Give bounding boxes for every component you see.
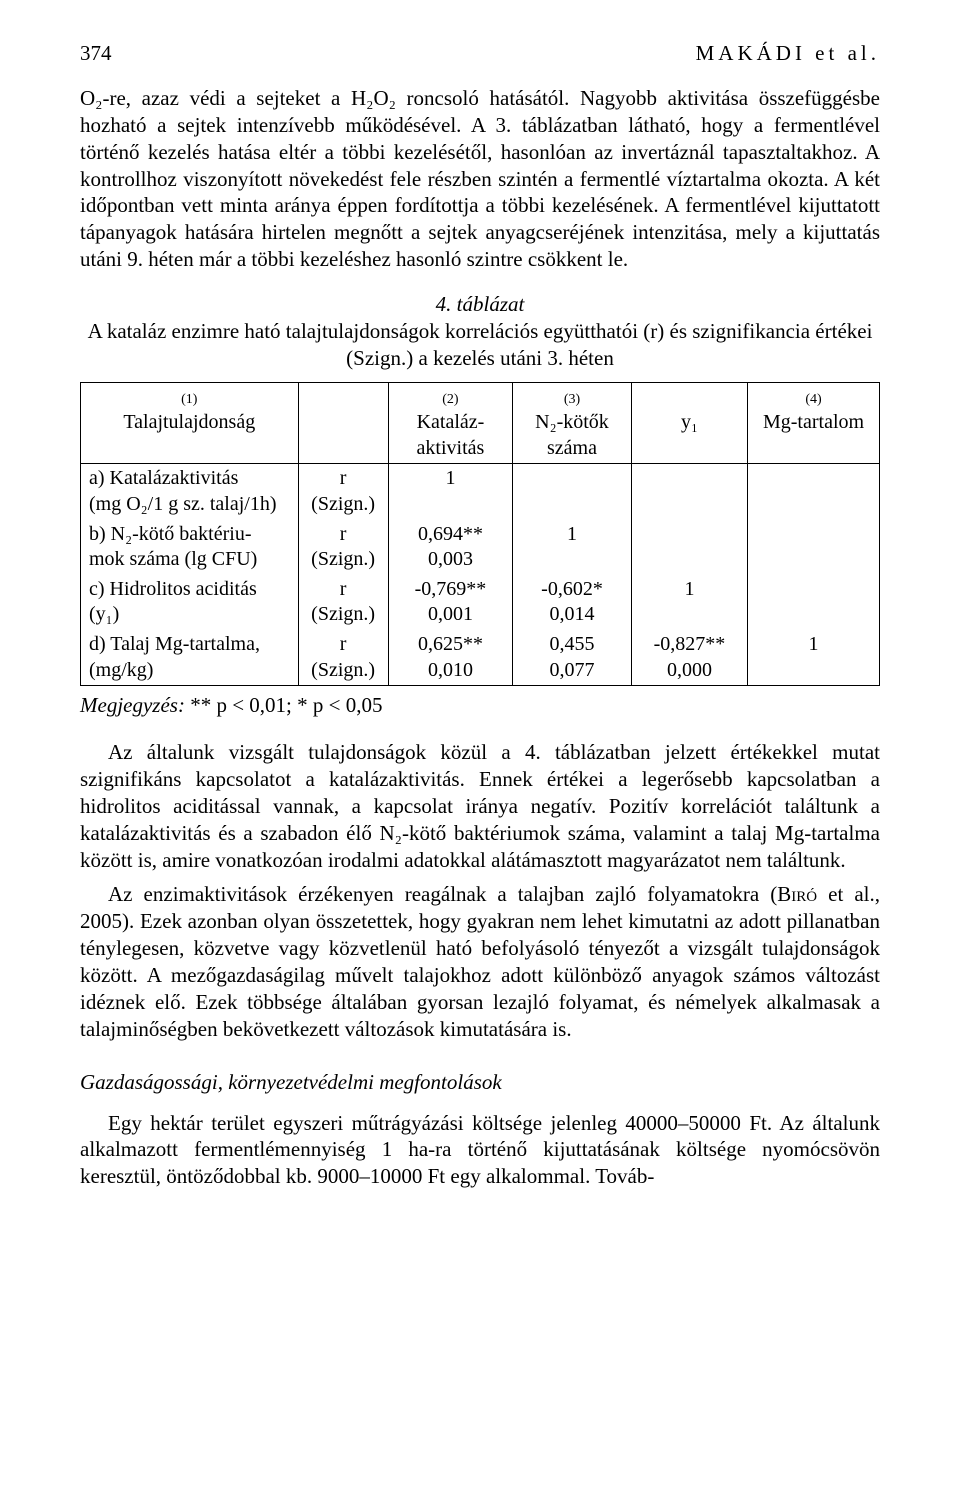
paragraph-1: O₂-re, azaz védi a sejteket a H₂O₂ roncs…: [80, 85, 880, 273]
row-b-stat2: (Szign.): [311, 548, 375, 570]
row-b-v3a: 1: [567, 523, 577, 545]
paragraph-4: Egy hektár terület egyszeri műtrágyázási…: [80, 1110, 880, 1191]
row-b-label2: mok száma (lg CFU): [89, 548, 257, 570]
col3-sup: (3): [564, 392, 580, 407]
row-c-stat2: (Szign.): [311, 603, 375, 625]
col2-sup: (2): [442, 392, 458, 407]
row-d-label1: d) Talaj Mg-tartalma,: [89, 633, 260, 655]
row-b-v2b: 0,003: [428, 548, 473, 570]
col1-sup: (1): [181, 392, 197, 407]
col5-sup: (4): [805, 392, 821, 407]
row-d-v2b: 0,010: [428, 659, 473, 681]
row-c-v2a: -0,769**: [415, 578, 487, 600]
row-d-stat2: (Szign.): [311, 659, 375, 681]
table-caption-text: A kataláz enzimre ható talajtulajdonságo…: [88, 319, 873, 370]
page-number: 374: [80, 40, 112, 67]
row-c-v3b: 0,014: [550, 603, 595, 625]
row-c-label2: (y₁): [89, 603, 119, 625]
col3-label-b: száma: [547, 437, 597, 459]
row-d-v3a: 0,455: [550, 633, 595, 655]
row-c-label1: c) Hidrolitos aciditás: [89, 578, 257, 600]
header-authors: MAKÁDI et al.: [696, 40, 880, 67]
row-b-v2a: 0,694**: [418, 523, 483, 545]
section-title-economic: Gazdaságossági, környezetvédelmi megfont…: [80, 1069, 880, 1096]
row-d-v4a: -0,827**: [654, 633, 726, 655]
col3-label-a: N₂-kötők: [535, 411, 609, 433]
row-c-v2b: 0,001: [428, 603, 473, 625]
running-header: 374 MAKÁDI et al.: [80, 40, 880, 67]
page: 374 MAKÁDI et al. O₂-re, azaz védi a sej…: [0, 0, 960, 1238]
paragraph-3: Az enzimaktivitások érzékenyen reagálnak…: [80, 881, 880, 1042]
row-c-v4a: 1: [684, 578, 694, 600]
row-b-stat1: r: [340, 523, 347, 545]
row-a-v2a: 1: [445, 467, 455, 489]
row-d-v3b: 0,077: [550, 659, 595, 681]
table-note-text: ** p < 0,01; * p < 0,05: [190, 693, 382, 717]
row-d-v4b: 0,000: [667, 659, 712, 681]
table-note: Megjegyzés: ** p < 0,01; * p < 0,05: [80, 692, 880, 719]
paragraph-2: Az általunk vizsgált tulajdonságok közül…: [80, 739, 880, 873]
row-d-v5a: 1: [809, 633, 819, 655]
para3-pre: Az enzimaktivitások érzékenyen reagálnak…: [108, 882, 777, 906]
col1-label: Talajtulajdonság: [123, 411, 255, 433]
row-a-label2: (mg O₂/1 g sz. talaj/1h): [89, 493, 277, 515]
col2-label-a: Kataláz-: [417, 411, 485, 433]
row-d-stat1: r: [340, 633, 347, 655]
para3-smallcaps: Biró: [777, 882, 817, 906]
correlation-table: (1) Talajtulajdonság (2) Kataláz- aktivi…: [80, 382, 880, 687]
row-a-stat1: r: [340, 467, 347, 489]
row-a-stat2: (Szign.): [311, 493, 375, 515]
col4-label: y₁: [681, 411, 698, 433]
col2-label-b: aktivitás: [417, 437, 485, 459]
col5-label: Mg-tartalom: [763, 411, 864, 433]
row-d-v2a: 0,625**: [418, 633, 483, 655]
table-note-label: Megjegyzés:: [80, 693, 190, 717]
row-c-v3a: -0,602*: [541, 578, 603, 600]
table-caption: 4. táblázat A kataláz enzimre ható talaj…: [80, 291, 880, 372]
row-c-stat1: r: [340, 578, 347, 600]
row-d-label2: (mg/kg): [89, 659, 153, 681]
row-a-label1: a) Katalázaktivitás: [89, 467, 238, 489]
table-number: 4. táblázat: [436, 292, 525, 316]
row-b-label1: b) N₂-kötő baktériu-: [89, 523, 251, 545]
